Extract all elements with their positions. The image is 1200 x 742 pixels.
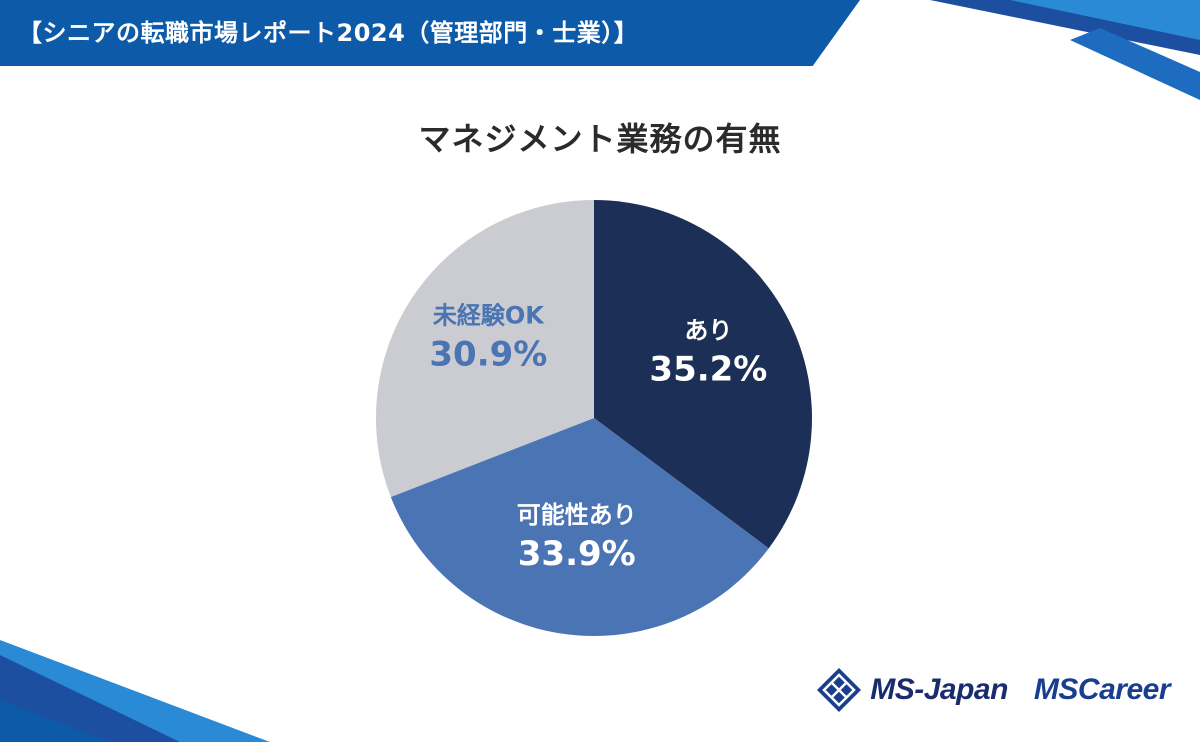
pie-slice-label-2: 可能性あり [517,501,637,529]
pie-slice-3 [376,200,594,497]
msjapan-diamond-icon [817,668,862,712]
pie-slice-label-3: 未経験OK [433,302,545,330]
chart-title: マネジメント業務の有無 [418,120,782,158]
banner-title: 【シニアの転職市場レポート2024（管理部門・士業）】 [18,19,639,47]
pie-slice-value-2: 33.9% [518,534,636,574]
report-banner: 【シニアの転職市場レポート2024（管理部門・士業）】 [0,0,860,66]
pie-slice-1 [594,200,812,549]
pie-slice-label-1: あり [684,317,732,345]
msjapan-logo-text: MS-Japan [870,673,1008,706]
pie-slice-value-1: 35.2% [649,350,767,390]
msjapan-logo: MS-Japan [816,667,1008,713]
pie-slice-value-3: 30.9% [429,335,547,375]
footer-logos: MS-Japan MSCareer [816,665,1171,715]
pie-slice-2 [390,418,769,636]
mscareer-logo-text: MSCareer [1033,673,1171,706]
